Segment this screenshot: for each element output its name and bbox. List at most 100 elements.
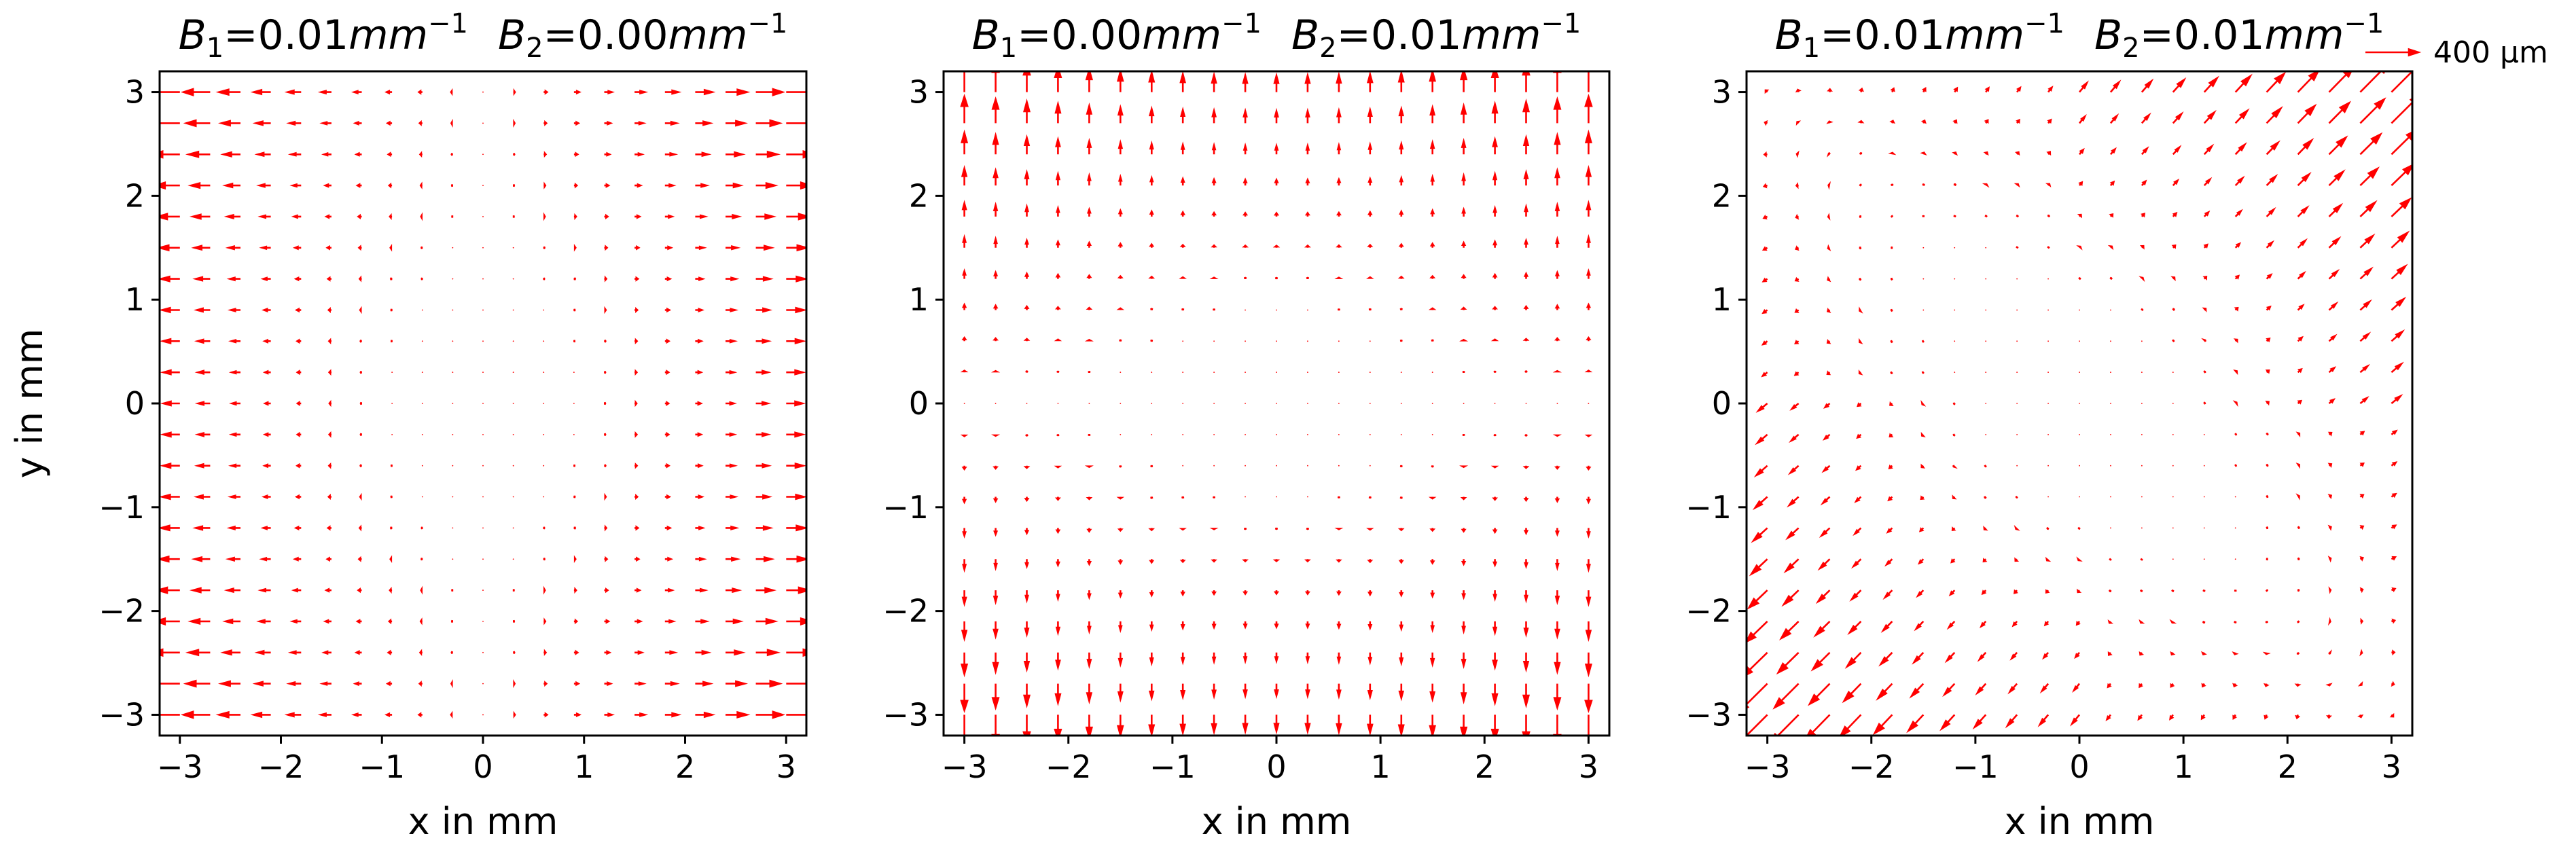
arrow — [289, 183, 302, 188]
arrow — [755, 119, 783, 128]
arrow — [2391, 329, 2405, 342]
arrow — [217, 120, 240, 127]
arrow — [1242, 621, 1248, 630]
arrow — [2107, 245, 2114, 251]
arrow — [2391, 164, 2412, 187]
arrow — [755, 213, 777, 220]
arrow — [1772, 683, 1800, 710]
arrow — [2266, 337, 2271, 343]
arrow — [726, 120, 749, 127]
arrow — [726, 88, 751, 96]
arrow — [2171, 589, 2175, 592]
arrow — [1242, 244, 1249, 248]
arrow — [1367, 590, 1373, 597]
arrow — [1586, 528, 1591, 539]
arrow — [604, 183, 611, 188]
arrow — [2297, 172, 2312, 187]
arrow — [2141, 465, 2143, 467]
arrow — [1179, 714, 1186, 736]
arrow — [1023, 134, 1031, 155]
arrow — [2391, 197, 2412, 217]
arrow — [1276, 433, 1277, 435]
arrow — [1086, 206, 1092, 217]
arrow — [451, 215, 454, 218]
arrow — [421, 465, 423, 467]
arrow — [418, 151, 423, 158]
arrow — [2327, 463, 2333, 468]
arrow — [543, 558, 545, 561]
arrow — [1523, 496, 1529, 503]
quiver-key-arrow — [2365, 48, 2422, 57]
y-tick-label: −2 — [1685, 593, 1732, 630]
arrow — [695, 276, 706, 281]
arrow — [961, 336, 967, 342]
arrow — [634, 681, 647, 686]
arrow — [1586, 234, 1591, 248]
arrow — [755, 556, 775, 562]
x-tick-label: 2 — [2278, 748, 2297, 785]
arrow — [2172, 465, 2174, 467]
arrow — [1369, 340, 1371, 342]
arrow — [194, 432, 211, 437]
arrow — [1274, 276, 1278, 280]
arrow — [2295, 463, 2300, 469]
arrow — [160, 244, 180, 252]
arrow — [1428, 496, 1437, 500]
arrow — [1305, 652, 1310, 665]
arrow — [1274, 652, 1279, 664]
arrow — [2016, 372, 2018, 374]
arrow — [194, 369, 211, 375]
arrow — [512, 278, 514, 280]
arrow — [327, 338, 332, 345]
arrow — [1817, 558, 1831, 571]
arrow — [1850, 558, 1862, 569]
arrow — [1430, 590, 1435, 599]
arrow — [1120, 372, 1122, 374]
x-tick-label: −2 — [1045, 748, 1092, 785]
arrow — [786, 555, 806, 563]
x-tick-label: 3 — [1579, 748, 1598, 785]
arrow — [755, 150, 781, 158]
arrow — [2172, 211, 2178, 217]
arrow — [786, 338, 806, 344]
arrow — [1431, 403, 1433, 404]
arrow — [1182, 372, 1184, 374]
arrow — [1762, 183, 1768, 189]
arrow — [252, 120, 271, 126]
arrow — [755, 679, 783, 688]
arrow — [2047, 496, 2049, 498]
arrow — [1026, 403, 1028, 404]
arrow — [1273, 714, 1280, 735]
arrow — [1367, 141, 1373, 155]
arrow — [962, 234, 967, 248]
arrow — [2297, 304, 2305, 311]
arrow — [2141, 340, 2143, 342]
x-axis-label: x in mm — [2005, 800, 2155, 843]
x-tick-label: −1 — [1952, 748, 1999, 785]
arrow — [573, 403, 575, 404]
arrow — [160, 369, 180, 376]
arrow — [482, 91, 484, 93]
arrow — [1523, 621, 1529, 638]
arrow — [1984, 496, 1987, 499]
arrow — [1334, 528, 1344, 530]
arrow — [991, 71, 1000, 92]
arrow — [223, 587, 240, 594]
arrow — [452, 309, 454, 311]
arrow — [1024, 528, 1030, 536]
arrow — [1944, 651, 1956, 664]
arrow — [359, 464, 362, 467]
arrow — [391, 372, 393, 374]
arrow — [2234, 242, 2242, 249]
arrow — [1086, 240, 1092, 248]
arrow — [634, 462, 639, 469]
arrow — [726, 369, 738, 375]
arrow — [695, 88, 716, 96]
arrow — [1211, 621, 1217, 630]
arrow — [1024, 237, 1029, 248]
arrow — [1553, 683, 1562, 711]
arrow — [961, 129, 969, 155]
arrow — [1461, 559, 1467, 566]
arrow — [2203, 109, 2217, 124]
arrow — [482, 590, 484, 591]
